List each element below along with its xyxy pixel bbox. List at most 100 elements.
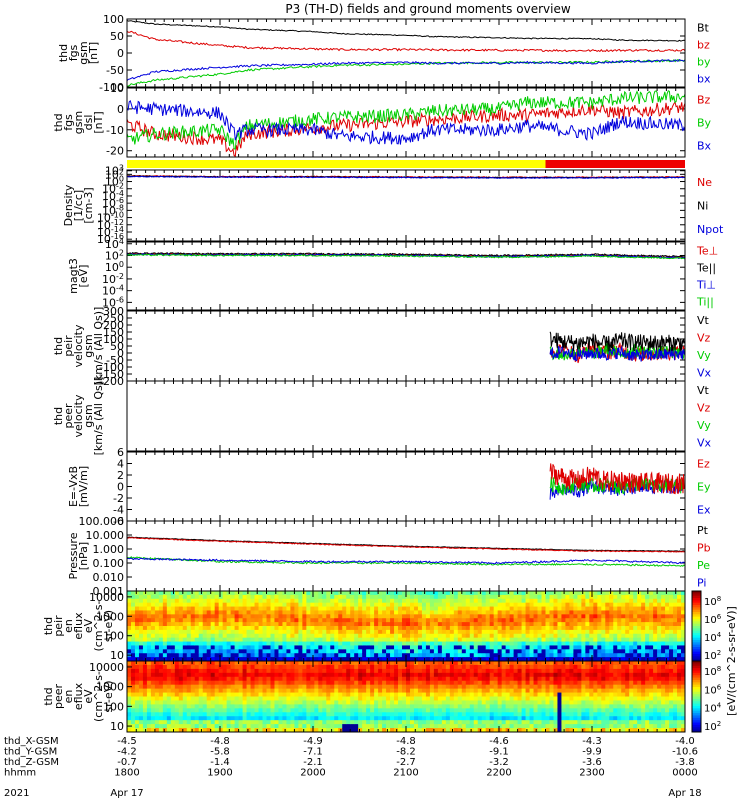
x-tick-label: 0000 (672, 768, 697, 779)
x-tick-label: 2000 (300, 768, 325, 779)
x-tick-label: -4.8 (396, 736, 416, 747)
panel-mode-bar (127, 160, 685, 168)
x-tick-label: -3.8 (675, 757, 695, 768)
legend-entry-0: Ne (697, 176, 712, 189)
x-row-label: thd_Z-GSM (4, 757, 59, 768)
series-group (127, 91, 685, 156)
legend-entry-0: Te⊥ (696, 245, 718, 258)
panel-frame (127, 242, 685, 310)
legend-entry-0: Bt (697, 22, 710, 35)
legend-entry-0: Pt (697, 524, 709, 537)
colorbar-tick-label: 104 (704, 631, 722, 644)
colorbar-tick-label: 106 (704, 683, 722, 696)
x-tick-label: -4.3 (582, 736, 602, 747)
x-tick-label: -5.8 (210, 747, 230, 758)
panel-frame (127, 311, 685, 381)
spectrogram-cells (127, 661, 685, 732)
y-tick-label: -10 (106, 124, 124, 137)
y-tick-label: 10.000 (86, 529, 125, 542)
legend-entry-2: Vy (697, 349, 711, 362)
x-tick-label: 2100 (393, 768, 418, 779)
y-tick-label: 10000 (89, 661, 124, 674)
panels-group: thdfgsgsm[nT]100500-50-100Btbzbybxthdfgs… (42, 13, 738, 733)
legend-entry-2: by (697, 56, 711, 69)
y-tick-label: 1000 (96, 610, 124, 623)
legend-entry-3: Ti|| (696, 296, 714, 309)
figure-title: P3 (TH-D) fields and ground moments over… (285, 2, 570, 16)
series-group (127, 537, 685, 566)
x-tick-label: -7.1 (303, 747, 323, 758)
y-tick-label: 1000 (96, 681, 124, 694)
y-tick-label: -20 (106, 145, 124, 158)
y-axis-label: [cm-3] (82, 187, 95, 223)
legend-entry-2: Npot (697, 223, 724, 236)
x-tick-label: -3.6 (582, 757, 602, 768)
y-tick-label: 0.010 (93, 571, 125, 584)
panel-electron-spectrogram: thdpeerenefluxeV(cm^2-s-sr-eV)1000010001… (42, 661, 722, 733)
legend-entry-3: Vx (697, 366, 712, 379)
y-axis-label: [nT] (87, 42, 100, 64)
legend-entry-1: Ey (697, 481, 711, 494)
x-tick-label: -9.9 (582, 747, 602, 758)
legend-entry-1: bz (697, 39, 710, 52)
colorbar-label: [eV/(cm^2-s-sr-eV)] (725, 606, 738, 716)
panel-density: Density[1/cc][cm-3]10310210010-210-410-6… (62, 164, 724, 246)
x-year-label: 2021 (4, 788, 29, 799)
x-axis-labels: thd_X-GSM-4.5-4.8-4.9-4.8-4.6-4.3-4.0thd… (4, 736, 702, 799)
panel-frame (127, 19, 685, 87)
spectrogram-cells (127, 591, 685, 661)
x-tick-label: 2300 (579, 768, 604, 779)
x-tick-label: -4.8 (210, 736, 230, 747)
x-tick-label: -10.6 (672, 747, 698, 758)
series-group (550, 332, 685, 363)
legend-entry-3: Vx (697, 436, 712, 449)
legend-entry-0: Vt (697, 314, 710, 327)
x-date-start: Apr 17 (110, 788, 143, 799)
legend-entry-1: Te|| (696, 262, 716, 275)
y-tick-label: 10 (110, 82, 124, 95)
legend-entry-2: Pe (697, 559, 710, 572)
y-axis-label: [nT] (92, 111, 105, 133)
x-tick-label: -4.9 (303, 736, 323, 747)
legend-entry-2: Ex (697, 504, 711, 517)
y-tick-label: 0.100 (93, 557, 125, 570)
y-tick-label: 100 (103, 630, 124, 643)
x-tick-label: -9.1 (489, 747, 509, 758)
y-tick-label: 10000 (89, 591, 124, 604)
colorbar-tick-label: 106 (704, 613, 722, 626)
x-row-label: thd_X-GSM (4, 736, 59, 747)
legend-entry-3: bx (697, 73, 711, 86)
legend-entry-1: Ni (697, 200, 708, 213)
legend-entry-0: Ez (697, 458, 710, 471)
x-tick-label: -4.2 (117, 747, 137, 758)
y-tick-label: 100 (103, 700, 124, 713)
x-row-label: thd_Y-GSM (4, 747, 57, 758)
y-tick-label: 10 (110, 720, 124, 733)
legend-entry-1: By (697, 117, 712, 130)
y-axis-label: [mV/m] (77, 466, 90, 507)
x-tick-label: -8.2 (396, 747, 416, 758)
y-tick-label: -50 (106, 64, 124, 77)
panel-frame (127, 521, 685, 591)
x-date-end: Apr 18 (668, 788, 701, 799)
x-tick-label: 1800 (114, 768, 139, 779)
series-group (550, 463, 685, 499)
legend-entry-2: Bx (697, 140, 712, 153)
y-tick-label: 100.000 (79, 515, 125, 528)
panel-frame (127, 170, 685, 241)
panel-temperature: magt3[eV]10410210010-210-410-6Te⊥Te||Ti⊥… (67, 237, 718, 310)
series-line-bz (127, 31, 685, 51)
mode-segment-0 (127, 160, 546, 168)
legend-entry-2: Vy (697, 419, 711, 432)
series-group (127, 253, 685, 259)
series-group (127, 21, 685, 87)
legend-entry-0: Vt (697, 384, 710, 397)
series-line-bx (127, 60, 685, 81)
panel-frame (127, 381, 685, 451)
legend-entry-1: Vz (697, 401, 711, 414)
x-tick-label: -2.7 (396, 757, 416, 768)
